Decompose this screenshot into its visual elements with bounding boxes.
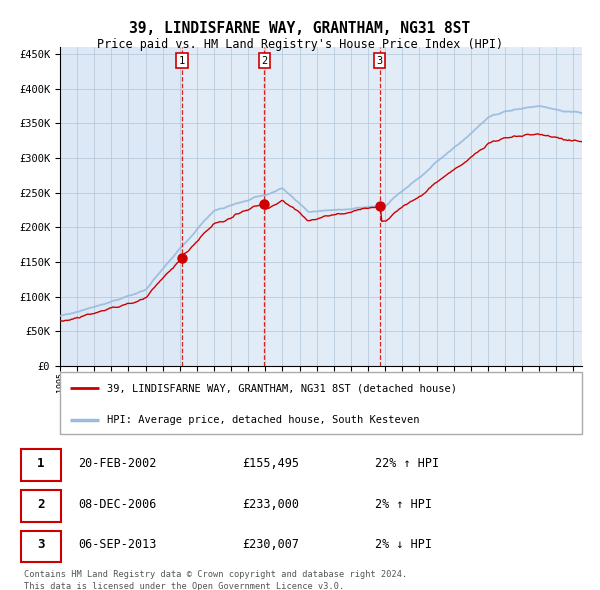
- Text: 2% ↑ HPI: 2% ↑ HPI: [375, 498, 432, 511]
- Text: 06-SEP-2013: 06-SEP-2013: [78, 538, 157, 552]
- Text: £155,495: £155,495: [242, 457, 299, 470]
- Text: 2: 2: [37, 498, 44, 511]
- Text: Contains HM Land Registry data © Crown copyright and database right 2024.: Contains HM Land Registry data © Crown c…: [23, 571, 407, 579]
- Bar: [182, 47, 265, 366]
- Text: 1: 1: [179, 55, 185, 65]
- Text: This data is licensed under the Open Government Licence v3.0.: This data is licensed under the Open Gov…: [23, 582, 344, 590]
- Bar: [265, 47, 380, 366]
- FancyBboxPatch shape: [20, 450, 61, 481]
- Text: 2: 2: [261, 55, 268, 65]
- Text: 08-DEC-2006: 08-DEC-2006: [78, 498, 157, 511]
- Text: 3: 3: [377, 55, 383, 65]
- Text: 39, LINDISFARNE WAY, GRANTHAM, NG31 8ST: 39, LINDISFARNE WAY, GRANTHAM, NG31 8ST: [130, 21, 470, 35]
- Text: 22% ↑ HPI: 22% ↑ HPI: [375, 457, 439, 470]
- FancyBboxPatch shape: [20, 530, 61, 562]
- Text: 2% ↓ HPI: 2% ↓ HPI: [375, 538, 432, 552]
- Text: 20-FEB-2002: 20-FEB-2002: [78, 457, 157, 470]
- FancyBboxPatch shape: [60, 372, 582, 434]
- Text: Price paid vs. HM Land Registry's House Price Index (HPI): Price paid vs. HM Land Registry's House …: [97, 38, 503, 51]
- Text: £230,007: £230,007: [242, 538, 299, 552]
- Text: 3: 3: [37, 538, 44, 552]
- Text: 1: 1: [37, 457, 44, 470]
- Bar: [380, 47, 582, 366]
- Text: 39, LINDISFARNE WAY, GRANTHAM, NG31 8ST (detached house): 39, LINDISFARNE WAY, GRANTHAM, NG31 8ST …: [107, 384, 457, 394]
- Text: HPI: Average price, detached house, South Kesteven: HPI: Average price, detached house, Sout…: [107, 415, 419, 425]
- Text: £233,000: £233,000: [242, 498, 299, 511]
- FancyBboxPatch shape: [20, 490, 61, 522]
